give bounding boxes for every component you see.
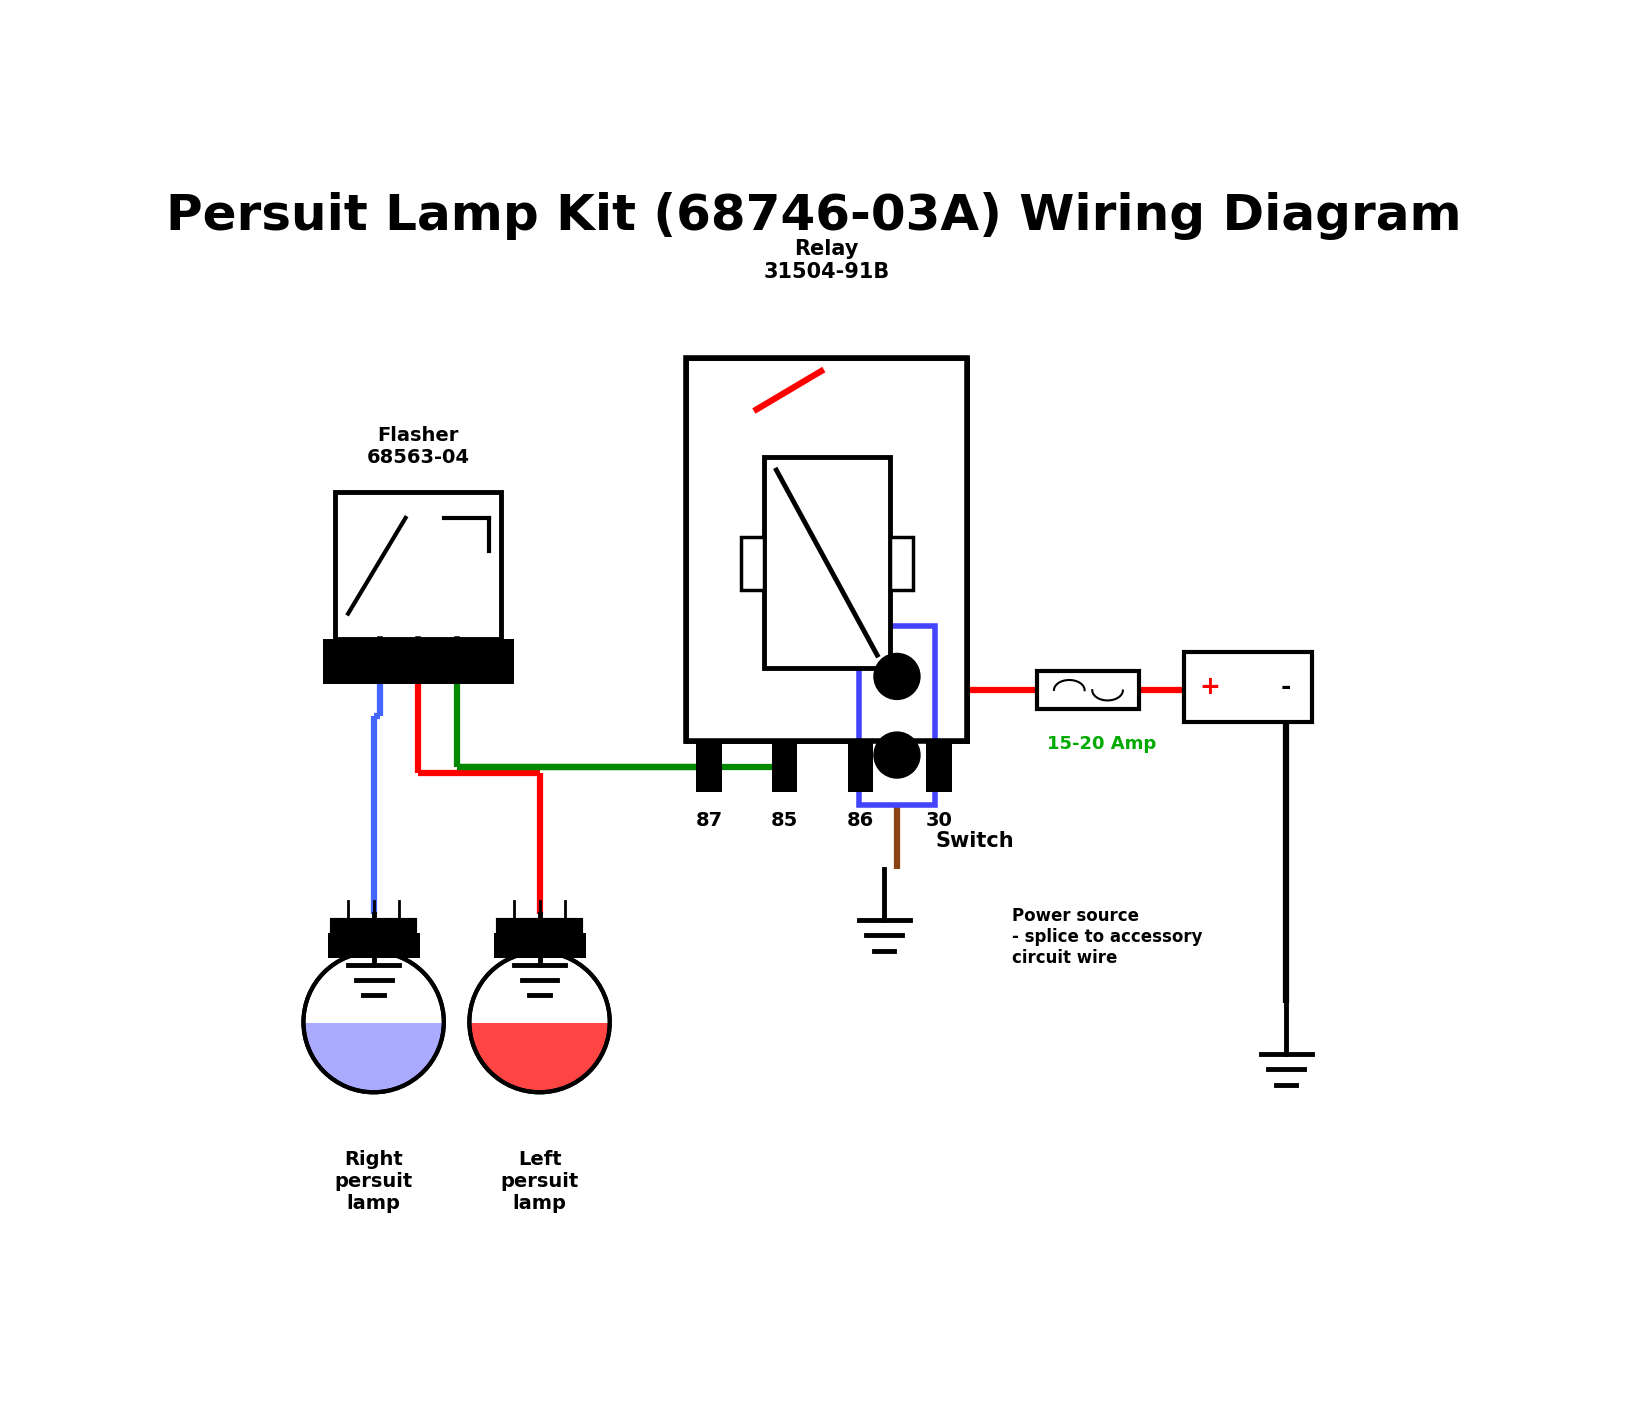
Text: Persuit Lamp Kit (68746-03A) Wiring Diagram: Persuit Lamp Kit (68746-03A) Wiring Diag… (166, 193, 1462, 240)
Bar (848, 741, 873, 792)
Text: 85: 85 (772, 811, 798, 831)
Bar (493, 933, 586, 959)
Circle shape (874, 733, 920, 778)
Bar (741, 537, 764, 589)
Bar (697, 741, 721, 792)
Polygon shape (303, 1022, 444, 1092)
Text: +: + (1200, 674, 1219, 699)
Bar (1037, 672, 1140, 710)
Bar (687, 358, 967, 741)
Bar (891, 537, 913, 589)
Text: Power source
- splice to accessory
circuit wire: Power source - splice to accessory circu… (1013, 907, 1203, 967)
Polygon shape (469, 1022, 610, 1092)
Bar (772, 741, 798, 792)
Bar (926, 741, 952, 792)
Text: 15-20 Amp: 15-20 Amp (1047, 736, 1156, 753)
Bar (1184, 652, 1312, 723)
Text: Right
persuit
lamp: Right persuit lamp (334, 1150, 414, 1213)
Polygon shape (469, 951, 610, 1022)
Bar (764, 457, 891, 667)
Bar (327, 933, 420, 959)
Bar (322, 639, 514, 684)
Bar (858, 626, 934, 805)
Polygon shape (303, 951, 444, 1022)
Bar (335, 493, 501, 639)
Bar (498, 920, 581, 951)
Text: 30: 30 (926, 811, 952, 831)
Bar (332, 920, 415, 951)
Text: 87: 87 (695, 811, 723, 831)
Text: Switch: Switch (934, 831, 1014, 851)
Text: Flasher
68563-04: Flasher 68563-04 (366, 426, 470, 467)
Bar (498, 920, 581, 951)
Text: -: - (1281, 674, 1291, 699)
Bar (332, 920, 415, 951)
Text: Relay
31504-91B: Relay 31504-91B (764, 239, 891, 281)
Circle shape (874, 653, 920, 700)
Text: 86: 86 (847, 811, 874, 831)
Bar (687, 358, 967, 741)
Text: Left
persuit
lamp: Left persuit lamp (500, 1150, 578, 1213)
